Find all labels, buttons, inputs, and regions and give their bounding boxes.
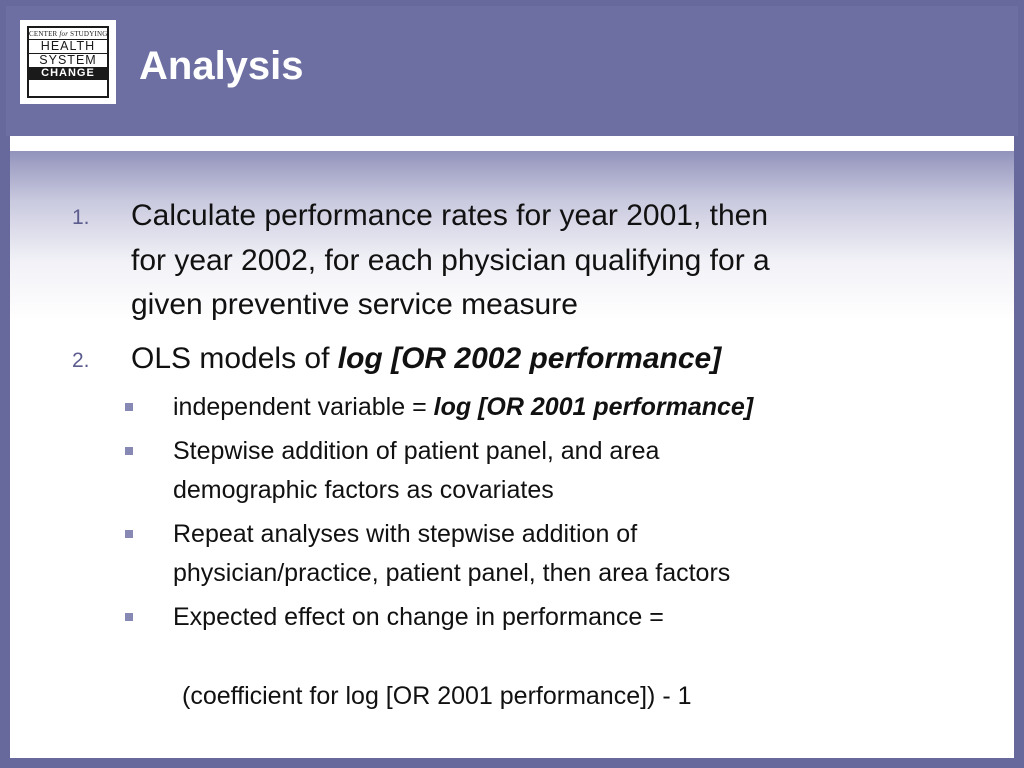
subitem-4-text: Expected effect on change in performance… <box>173 603 664 631</box>
subitem-1-text: independent variable = log [OR 2001 perf… <box>173 388 753 426</box>
header-bar <box>6 6 1018 136</box>
logo-tagline: CENTER for STUDYING <box>29 29 107 39</box>
item-number-1: 1. <box>72 206 90 229</box>
content-area <box>10 151 1014 758</box>
logo-tagline-italic: for <box>59 30 69 38</box>
item-2-emphasis: log [OR 2002 performance] <box>337 342 722 375</box>
hsc-logo: CENTER for STUDYING HEALTH SYSTEM CHANGE <box>20 20 116 104</box>
subitem-2-line-2: demographic factors as covariates <box>173 476 554 504</box>
logo-tagline-prefix: CENTER <box>29 30 58 38</box>
item-1-line-3: given preventive service measure <box>131 288 578 321</box>
square-bullet-icon <box>125 613 133 621</box>
formula-text: (coefficient for log [OR 2001 performanc… <box>182 682 692 710</box>
logo-word-health: HEALTH <box>29 39 107 53</box>
item-1-line-2: for year 2002, for each physician qualif… <box>131 244 770 277</box>
square-bullet-icon <box>125 447 133 455</box>
item-number-2: 2. <box>72 349 90 372</box>
subitem-3-line-2: physician/practice, patient panel, then … <box>173 559 731 587</box>
logo-box: CENTER for STUDYING HEALTH SYSTEM CHANGE <box>27 26 109 98</box>
item-2-text: OLS models of log [OR 2002 performance] <box>131 337 721 381</box>
logo-word-change: CHANGE <box>29 67 107 80</box>
item-2-plain: OLS models of <box>131 342 338 375</box>
title-divider-band <box>10 136 1014 151</box>
subitem-1-emphasis: log [OR 2001 performance] <box>433 393 754 421</box>
item-1-line-1: Calculate performance rates for year 200… <box>131 199 769 232</box>
subitem-2-line-1: Stepwise addition of patient panel, and … <box>173 437 660 465</box>
logo-word-system: SYSTEM <box>29 53 107 67</box>
square-bullet-icon <box>125 530 133 538</box>
subitem-3-line-1: Repeat analyses with stepwise addition o… <box>173 520 638 548</box>
square-bullet-icon <box>125 403 133 411</box>
slide-title: Analysis <box>139 44 304 88</box>
subitem-1-plain: independent variable = <box>173 393 434 421</box>
logo-tagline-suffix: STUDYING <box>70 30 108 38</box>
